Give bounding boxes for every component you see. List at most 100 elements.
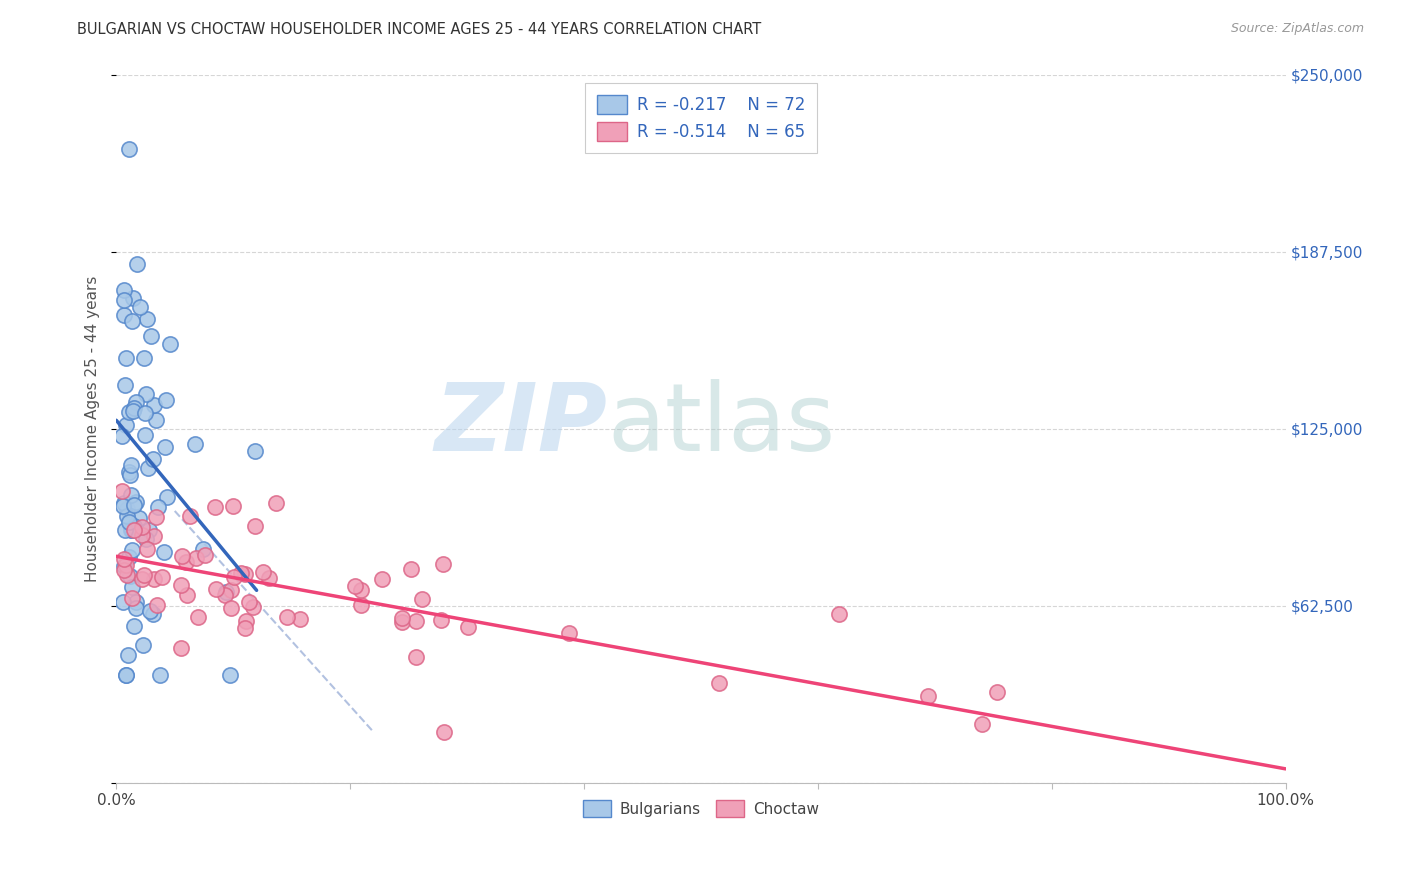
Point xyxy=(214,588,236,602)
Text: Source: ZipAtlas.com: Source: ZipAtlas.com xyxy=(1230,22,1364,36)
Point xyxy=(125,257,148,271)
Point xyxy=(155,392,177,407)
Point xyxy=(122,618,145,632)
Point xyxy=(142,607,165,621)
Point xyxy=(146,598,169,612)
Point xyxy=(122,498,145,512)
Point xyxy=(238,594,260,608)
Point xyxy=(170,640,193,655)
Point xyxy=(120,468,142,483)
Point xyxy=(112,563,135,577)
Point xyxy=(112,552,135,566)
Point xyxy=(111,500,134,514)
Point xyxy=(112,595,135,609)
Point xyxy=(219,601,242,615)
Point xyxy=(128,510,150,524)
Point xyxy=(191,542,214,557)
Legend: Bulgarians, Choctaw: Bulgarians, Choctaw xyxy=(575,792,827,825)
Point xyxy=(429,613,451,627)
Y-axis label: Householder Income Ages 25 - 44 years: Householder Income Ages 25 - 44 years xyxy=(86,276,100,582)
Point xyxy=(264,496,287,510)
Point xyxy=(986,685,1008,699)
Point xyxy=(112,558,135,573)
Point xyxy=(187,610,209,624)
Point xyxy=(115,417,138,432)
Point xyxy=(124,519,146,533)
Point xyxy=(122,521,145,535)
Point xyxy=(917,690,939,704)
Point xyxy=(433,725,456,739)
Point xyxy=(222,499,245,513)
Point xyxy=(121,542,143,557)
Point xyxy=(125,595,148,609)
Point xyxy=(405,649,427,664)
Point xyxy=(343,579,366,593)
Point xyxy=(370,572,392,586)
Point xyxy=(233,621,256,635)
Point xyxy=(148,500,170,514)
Point xyxy=(120,523,142,537)
Point xyxy=(170,578,193,592)
Point xyxy=(229,566,252,580)
Point xyxy=(135,387,157,401)
Point xyxy=(970,717,993,731)
Point xyxy=(115,509,138,524)
Point xyxy=(194,548,217,562)
Point xyxy=(112,308,135,322)
Point xyxy=(125,395,148,409)
Point xyxy=(349,583,371,598)
Point xyxy=(828,607,851,621)
Point xyxy=(115,668,138,682)
Point xyxy=(121,314,143,328)
Point xyxy=(120,488,142,502)
Point xyxy=(122,404,145,418)
Point xyxy=(131,520,153,534)
Point xyxy=(115,568,138,582)
Point xyxy=(112,293,135,308)
Point xyxy=(136,541,159,556)
Point xyxy=(121,580,143,594)
Point xyxy=(115,351,138,365)
Point xyxy=(134,351,156,365)
Point xyxy=(131,572,153,586)
Point xyxy=(219,582,242,597)
Point xyxy=(156,490,179,504)
Point xyxy=(159,337,181,351)
Point xyxy=(242,600,264,615)
Point xyxy=(350,598,373,612)
Point xyxy=(142,572,165,586)
Point xyxy=(132,567,155,582)
Point xyxy=(135,312,157,326)
Point xyxy=(118,405,141,419)
Point xyxy=(457,620,479,634)
Point xyxy=(252,565,274,579)
Point xyxy=(121,291,143,305)
Point xyxy=(134,427,156,442)
Point xyxy=(136,460,159,475)
Text: atlas: atlas xyxy=(607,379,835,471)
Point xyxy=(115,558,138,573)
Point xyxy=(204,500,226,514)
Point xyxy=(150,570,173,584)
Point xyxy=(121,591,143,606)
Point xyxy=(115,502,138,516)
Point xyxy=(118,569,141,583)
Point xyxy=(114,378,136,392)
Point xyxy=(391,611,413,625)
Point xyxy=(399,562,422,576)
Point xyxy=(145,509,167,524)
Point xyxy=(243,519,266,533)
Point xyxy=(204,582,226,596)
Point xyxy=(118,549,141,564)
Point xyxy=(153,545,176,559)
Point xyxy=(118,465,141,479)
Point xyxy=(124,401,146,416)
Point xyxy=(143,398,166,412)
Point xyxy=(290,612,312,626)
Text: ZIP: ZIP xyxy=(434,379,607,471)
Point xyxy=(135,532,157,546)
Point xyxy=(184,437,207,451)
Point xyxy=(111,483,134,498)
Point xyxy=(432,557,454,571)
Point xyxy=(179,509,201,524)
